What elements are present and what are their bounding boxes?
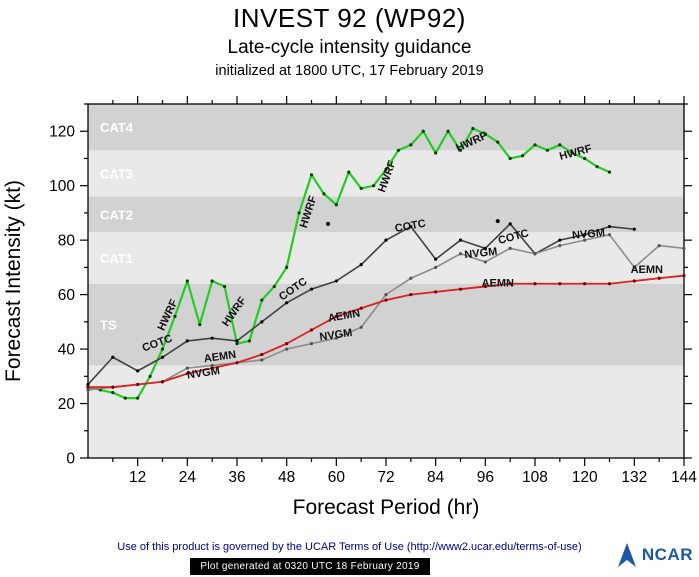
generated-bar-wrap: Plot generated at 0320 UTC 18 February 2… xyxy=(0,556,620,575)
svg-text:12: 12 xyxy=(129,469,146,486)
init-time-line: initialized at 1800 UTC, 17 February 201… xyxy=(215,63,484,79)
chart-header: INVEST 92 (WP92) Late-cycle intensity gu… xyxy=(0,0,699,79)
ncar-logo: NCAR xyxy=(615,541,693,569)
svg-text:144: 144 xyxy=(671,469,697,486)
svg-text:CAT2: CAT2 xyxy=(100,207,133,222)
svg-text:NVGM: NVGM xyxy=(186,365,220,381)
svg-text:120: 120 xyxy=(49,124,75,141)
svg-text:Forecast Period (hr): Forecast Period (hr) xyxy=(293,496,480,519)
svg-text:60: 60 xyxy=(58,287,76,304)
ncar-logo-text: NCAR xyxy=(641,545,693,564)
svg-text:CAT4: CAT4 xyxy=(100,120,134,135)
svg-text:20: 20 xyxy=(58,396,76,413)
svg-text:40: 40 xyxy=(58,342,76,359)
svg-text:108: 108 xyxy=(522,469,548,486)
svg-text:72: 72 xyxy=(377,469,394,486)
svg-text:100: 100 xyxy=(49,178,75,195)
svg-text:48: 48 xyxy=(278,469,295,486)
svg-text:NVGM: NVGM xyxy=(319,327,353,343)
svg-text:24: 24 xyxy=(179,469,197,486)
svg-text:96: 96 xyxy=(477,469,494,486)
svg-text:CAT1: CAT1 xyxy=(100,251,133,266)
terms-of-use-text: Use of this product is governed by the U… xyxy=(117,541,582,553)
svg-text:120: 120 xyxy=(572,469,598,486)
svg-text:NVGM: NVGM xyxy=(464,246,498,261)
svg-text:Forecast Intensity (kt): Forecast Intensity (kt) xyxy=(2,180,25,382)
svg-text:NVGM: NVGM xyxy=(572,227,606,242)
svg-text:AEMN: AEMN xyxy=(327,307,361,324)
svg-text:CAT3: CAT3 xyxy=(100,166,133,181)
intensity-guidance-chart: 12 24 36 48 60 72 84 96 108 120 132 144 0 20 40 60 80 100… xyxy=(2,96,697,519)
svg-text:84: 84 xyxy=(427,469,445,486)
svg-text:80: 80 xyxy=(58,233,76,250)
chart-subtitle: Late-cycle intensity guidance xyxy=(227,37,472,58)
svg-text:COTC: COTC xyxy=(394,218,427,235)
ncar-logo-icon xyxy=(617,543,636,567)
generated-timestamp: Plot generated at 0320 UTC 18 February 2… xyxy=(190,558,430,575)
svg-text:AEMN: AEMN xyxy=(203,349,237,365)
chart-title: INVEST 92 (WP92) xyxy=(233,3,466,33)
svg-text:AEMN: AEMN xyxy=(631,264,663,276)
svg-text:60: 60 xyxy=(328,469,346,486)
svg-text:TS: TS xyxy=(100,318,117,333)
svg-text:36: 36 xyxy=(228,469,245,486)
svg-text:AEMN: AEMN xyxy=(482,277,514,289)
svg-text:0: 0 xyxy=(66,451,75,468)
svg-text:132: 132 xyxy=(621,469,647,486)
